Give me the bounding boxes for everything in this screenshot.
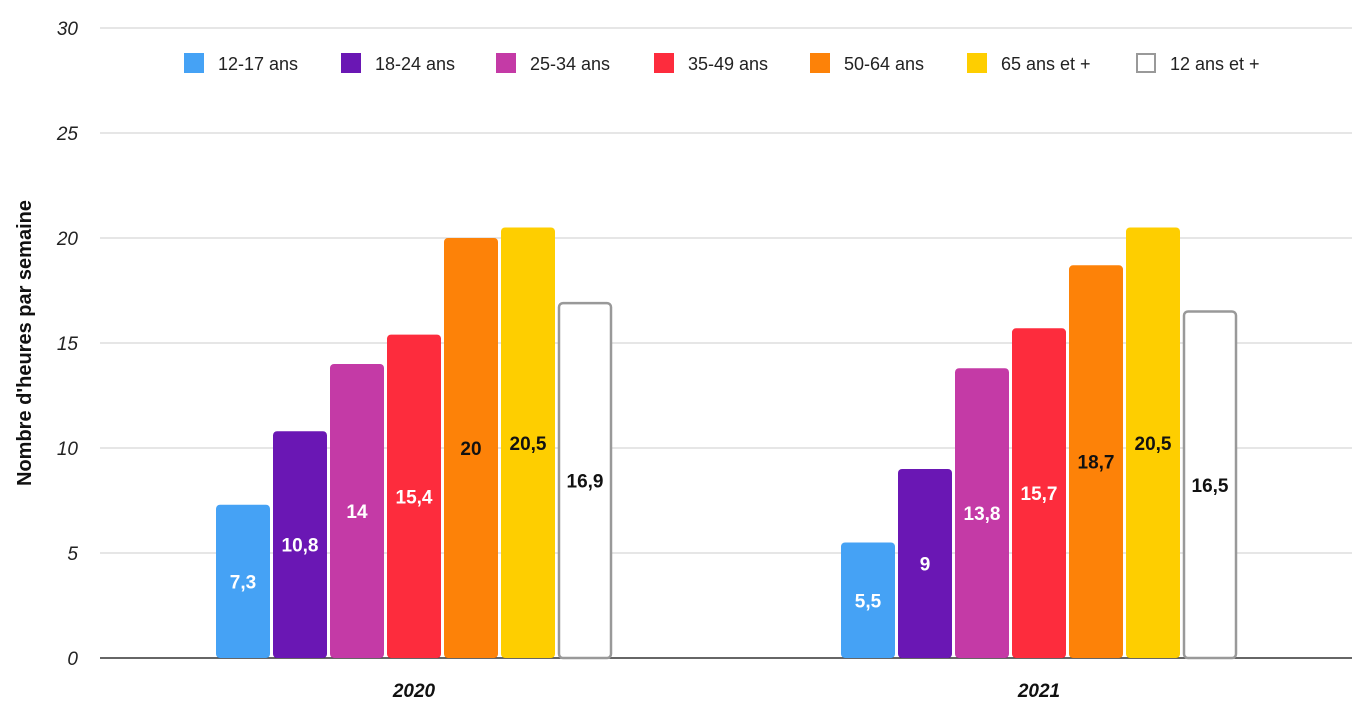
data-label: 16,9 <box>567 472 604 493</box>
legend-label: 18-24 ans <box>375 54 455 74</box>
bar-65-ans-et--2021 <box>1126 227 1180 658</box>
data-label: 7,3 <box>230 572 256 593</box>
legend-label: 12 ans et + <box>1170 54 1260 74</box>
legend-label: 50-64 ans <box>844 54 924 74</box>
legend-swatch <box>654 53 674 73</box>
bars <box>216 227 1238 660</box>
data-label: 20 <box>460 439 481 460</box>
y-tick-label: 30 <box>57 19 79 40</box>
bar-35-49-ans-2020 <box>387 334 441 658</box>
bar-12-ans-et--2020 <box>557 301 613 660</box>
bar-12-17-ans-2020 <box>216 504 270 658</box>
data-label: 18,7 <box>1078 453 1115 474</box>
y-tick-label: 25 <box>56 124 79 145</box>
bar-35-49-ans-2021 <box>1012 328 1066 658</box>
data-label: 15,4 <box>396 487 433 508</box>
x-axis: 2020 2021 <box>392 681 1060 702</box>
data-label: 9 <box>920 555 931 576</box>
legend-label: 65 ans et + <box>1001 54 1091 74</box>
data-label: 13,8 <box>964 504 1001 525</box>
bar-50-64-ans-2020 <box>444 238 498 658</box>
legend-swatch <box>341 53 361 73</box>
legend: 12-17 ans 18-24 ans 25-34 ans 35-49 ans 50-6… <box>184 53 1260 74</box>
y-axis-label: Nombre d'heures par semaine <box>14 200 36 486</box>
y-tick-label: 5 <box>67 544 78 565</box>
bar-18-24-ans-2020 <box>273 431 327 658</box>
data-label: 20,5 <box>510 434 547 455</box>
legend-label: 12-17 ans <box>218 54 298 74</box>
bar-12-ans-et--2021 <box>1182 310 1238 660</box>
y-tick-label: 0 <box>67 649 78 670</box>
data-label: 14 <box>346 502 368 523</box>
legend-swatch <box>810 53 830 73</box>
legend-label: 35-49 ans <box>688 54 768 74</box>
bar-12-17-ans-2021 <box>841 542 895 658</box>
data-label: 5,5 <box>855 591 882 612</box>
legend-swatch <box>967 53 987 73</box>
y-tick-label: 15 <box>57 334 79 355</box>
y-axis: 0 5 10 15 20 25 30 <box>56 19 79 670</box>
data-label: 20,5 <box>1135 434 1172 455</box>
x-tick-label: 2021 <box>1017 681 1060 702</box>
bar-50-64-ans-2021 <box>1069 265 1123 658</box>
y-tick-label: 10 <box>57 439 79 460</box>
legend-label: 25-34 ans <box>530 54 610 74</box>
data-label: 15,7 <box>1021 484 1058 505</box>
x-tick-label: 2020 <box>392 681 436 702</box>
data-label: 10,8 <box>282 536 319 557</box>
data-label: 16,5 <box>1192 476 1229 497</box>
data-labels: 7,3 10,8 14 15,4 20 20,5 16,9 5,5 9 13,8 15,7 18,7 2… <box>230 434 1229 613</box>
bar-18-24-ans-2021 <box>898 469 952 658</box>
legend-swatch <box>1136 53 1156 73</box>
y-tick-label: 20 <box>56 229 79 250</box>
bar-25-34-ans-2021 <box>955 368 1009 658</box>
legend-swatch <box>496 53 516 73</box>
legend-swatch <box>184 53 204 73</box>
bar-25-34-ans-2020 <box>330 364 384 658</box>
bar-65-ans-et--2020 <box>501 227 555 658</box>
